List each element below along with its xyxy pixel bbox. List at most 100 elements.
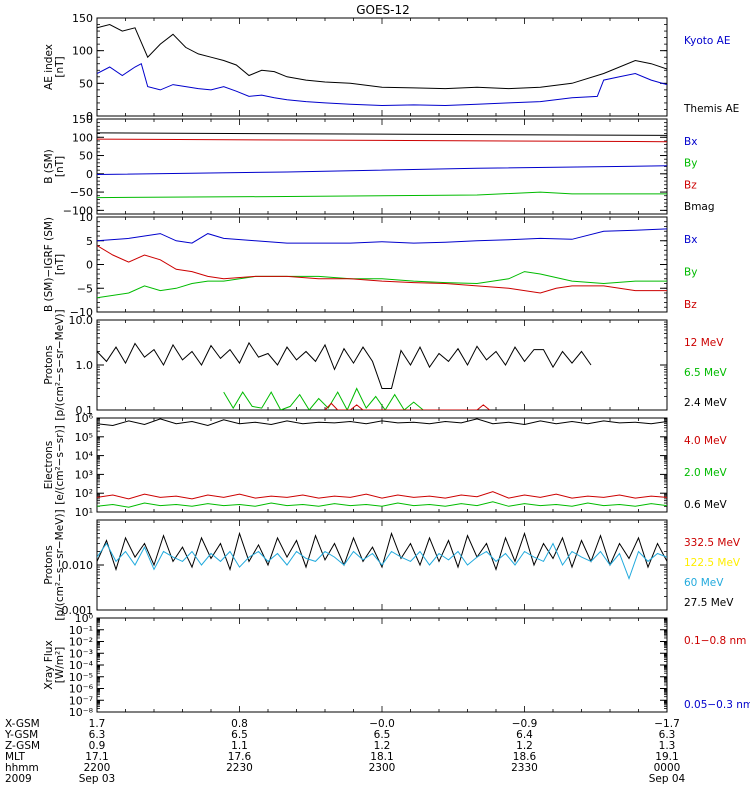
- y-tick-label: 10⁻⁴: [69, 659, 94, 672]
- y-axis-label: Xray Flux: [43, 640, 55, 689]
- y-tick-label: 10¹: [75, 506, 93, 519]
- ephemeris-value: 1.2: [374, 740, 391, 752]
- y-tick-label: 150: [72, 12, 93, 25]
- y-axis-units: [p/(cm²−s−sr−MeV)]: [54, 509, 66, 620]
- y-tick-label: 10⁴: [75, 450, 94, 463]
- legend-entry: 27.5 MeV: [684, 597, 734, 609]
- ephemeris-value: 0.8: [231, 718, 248, 730]
- series-line-2-0-mev: [97, 501, 667, 508]
- legend-entry: Bmag: [684, 201, 715, 213]
- y-axis-units: [nT]: [54, 56, 66, 77]
- series-line-themis-ae: [97, 23, 667, 90]
- y-tick-label: 150: [72, 113, 93, 126]
- ephemeris-value: 17.6: [228, 751, 252, 763]
- series-line-bz: [97, 138, 667, 143]
- panel-6: 0.010 0.001 Protons [p/(cm²−s−sr−MeV)] 332.5…: [43, 509, 741, 620]
- legend-entry: 12 MeV: [684, 337, 724, 349]
- panel-3: 10 5 0 −5 −10 B (SM)−IGRF (SM) [nT] Bx By Bz: [43, 211, 697, 319]
- y-tick-label: 10⁰: [75, 612, 94, 625]
- ephemeris-value: −0.0: [369, 718, 395, 730]
- legend-entry: 6.5 MeV: [684, 367, 728, 379]
- y-tick-label: 10⁻³: [69, 647, 93, 660]
- series-line-12-mev: [324, 402, 491, 410]
- ephemeris-value: 0000: [654, 762, 681, 774]
- y-axis-units: [e/(cm²−s−sr)]: [54, 425, 66, 504]
- series-line-60-mev: [97, 542, 667, 580]
- ephemeris-row-label: 2009: [5, 773, 32, 785]
- ephemeris-value: 1.2: [516, 740, 533, 752]
- legend-entry: 4.0 MeV: [684, 435, 728, 447]
- ephemeris-row-label: Y-GSM: [4, 729, 38, 741]
- panel-4: 10.0 1.0 0.1 Protons [p/(cm²−s−sr−MeV)] 12 Me…: [43, 309, 728, 420]
- y-tick-label: 10⁻⁵: [69, 671, 93, 684]
- legend-entry: Bz: [684, 299, 697, 311]
- series-line-0-6-mev: [97, 418, 667, 427]
- series-line-2-4-mev: [97, 341, 592, 389]
- ephemeris-row-label: MLT: [5, 751, 25, 763]
- y-tick-label: 10⁻²: [69, 636, 93, 649]
- y-tick-label: 0.1: [76, 404, 94, 417]
- ephemeris-value: 2330: [511, 762, 538, 774]
- y-axis-units: [p/(cm²−s−sr−MeV)]: [54, 309, 66, 420]
- series-line-27-5-mev: [97, 531, 667, 572]
- series-line-by: [97, 191, 667, 199]
- panel-2: 150 100 50 0 −50 −100 B (SM) [nT] Bx By Bz Bmag: [43, 113, 715, 217]
- legend-entry: Bx: [684, 136, 697, 148]
- ephemeris-value: 1.7: [89, 718, 106, 730]
- ephemeris-row-label: X-GSM: [5, 718, 40, 730]
- panel-frame: [96, 17, 668, 117]
- ephemeris-value: 17.1: [85, 751, 108, 763]
- y-axis-label: Protons: [43, 545, 55, 584]
- panel-frame: [96, 319, 668, 411]
- y-axis-units: [W/m²]: [54, 647, 66, 684]
- y-tick-label: 0: [86, 168, 93, 181]
- y-tick-label: 10⁶: [75, 412, 94, 425]
- series-line-bx: [97, 228, 667, 244]
- ephemeris-value: 19.1: [655, 751, 678, 763]
- y-tick-label: 10⁻⁷: [69, 694, 93, 707]
- ephemeris-value: 6.5: [374, 729, 391, 741]
- legend-entry: 0.1−0.8 nm: [684, 635, 746, 647]
- legend-entry: 0.6 MeV: [684, 499, 728, 511]
- y-axis-label: AE index: [43, 44, 55, 90]
- y-tick-label: 1.0: [76, 359, 94, 372]
- panel-5: 10⁶ 10⁵ 10⁴ 10³ 10² 10¹ Electrons [e/(cm²−s−sr)…: [43, 412, 728, 519]
- panel-1: 0 50 100 150 AE index [nT] Kyoto AE Themis AE: [43, 12, 739, 123]
- y-tick-label: 100: [72, 131, 93, 144]
- ephemeris-value: Sep 03: [79, 773, 116, 785]
- series-line-4-0-mev: [97, 491, 667, 500]
- y-tick-label: −100: [63, 204, 93, 217]
- ephemeris-value: Sep 04: [649, 773, 686, 785]
- series-line-bz: [97, 245, 667, 294]
- y-axis-label: Electrons: [43, 441, 55, 490]
- x-axis-ephemeris-block: X-GSM 1.7 0.8 −0.0 −0.9 −1.7 Y-GSM 6.3 6.5 6.5 6.4…: [4, 718, 686, 785]
- y-tick-label: 100: [72, 45, 93, 58]
- ephemeris-value: 6.3: [89, 729, 106, 741]
- legend-entry: Bx: [684, 234, 697, 246]
- y-tick-label: 50: [79, 150, 93, 163]
- series-line-bx: [97, 165, 667, 175]
- ephemeris-value: −0.9: [512, 718, 538, 730]
- y-axis-units: [nT]: [54, 156, 66, 177]
- y-tick-label: 50: [79, 77, 93, 90]
- y-tick-label: 0: [86, 259, 93, 272]
- y-tick-label: −5: [77, 282, 93, 295]
- y-tick-label: 5: [86, 235, 93, 248]
- y-axis-units: [nT]: [54, 254, 66, 275]
- y-tick-label: 0: [86, 110, 93, 123]
- y-tick-label: 10: [79, 211, 93, 224]
- y-axis-label: Protons: [43, 345, 55, 384]
- y-tick-label: 0.010: [62, 559, 94, 572]
- ephemeris-value: 0.9: [89, 740, 106, 752]
- legend-entry: Themis AE: [683, 103, 739, 115]
- legend-entry: 2.0 MeV: [684, 467, 728, 479]
- series-line-6-5-mev: [223, 387, 424, 410]
- y-tick-label: 10.0: [69, 314, 94, 327]
- y-axis-label: B (SM): [43, 149, 55, 183]
- ephemeris-value: 1.3: [659, 740, 676, 752]
- panel-frame: [96, 216, 668, 313]
- ephemeris-row-label: hhmm: [5, 762, 39, 774]
